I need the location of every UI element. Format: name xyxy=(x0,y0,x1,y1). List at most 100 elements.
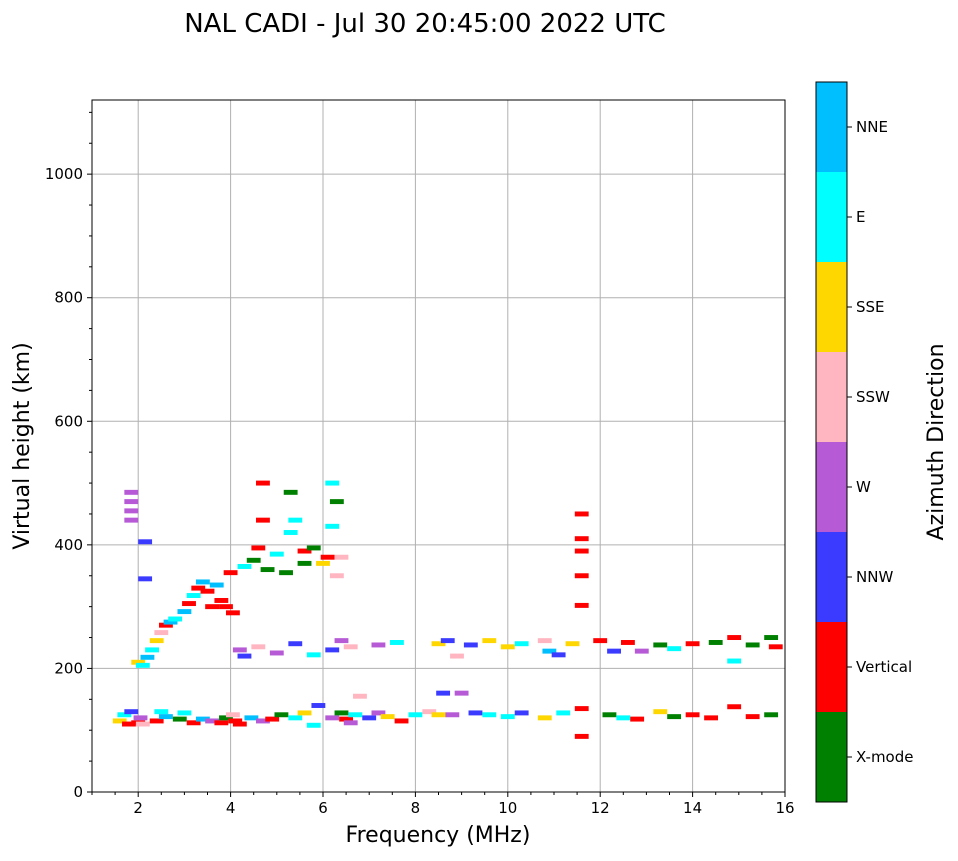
data-point xyxy=(574,573,589,579)
data-point xyxy=(542,648,557,654)
plot-frame xyxy=(91,99,786,793)
data-point xyxy=(205,718,220,724)
data-point xyxy=(124,489,139,495)
data-point xyxy=(117,712,132,718)
data-point xyxy=(325,715,340,721)
data-point xyxy=(112,718,127,724)
x-tick-label: 8 xyxy=(411,799,421,817)
x-tick-label: 2 xyxy=(133,799,143,817)
data-point xyxy=(667,646,682,652)
x-tick-label: 10 xyxy=(498,799,517,817)
data-point xyxy=(232,721,247,727)
data-point xyxy=(279,570,293,576)
data-point xyxy=(149,718,164,724)
data-point xyxy=(325,647,340,653)
data-point xyxy=(468,710,483,716)
data-point xyxy=(764,635,779,641)
colorbar-segment xyxy=(816,442,847,532)
data-point xyxy=(158,714,173,720)
data-point xyxy=(297,710,312,716)
data-point xyxy=(362,715,377,721)
data-point xyxy=(704,715,719,721)
data-point xyxy=(251,644,266,650)
x-axis-ticks: 2 4 6 8 10 12 14 16 xyxy=(91,792,795,817)
y-tick-label: 1000 xyxy=(45,165,83,183)
data-point xyxy=(408,712,423,718)
colorbar-tick-label: E xyxy=(856,208,865,226)
data-point xyxy=(246,557,261,563)
data-point xyxy=(306,652,321,658)
data-point xyxy=(228,718,243,724)
y-tick-label: 0 xyxy=(73,783,83,801)
data-point xyxy=(348,712,363,718)
data-point xyxy=(634,648,649,654)
data-point xyxy=(482,712,497,718)
colorbar-segment xyxy=(816,712,847,802)
data-point xyxy=(158,622,173,628)
chart-title: NAL CADI - Jul 30 20:45:00 2022 UTC xyxy=(184,9,666,39)
data-point xyxy=(186,720,201,726)
data-point xyxy=(574,536,589,542)
colorbar-tick-label: NNW xyxy=(856,568,893,586)
data-point xyxy=(145,647,159,653)
data-point xyxy=(463,642,478,648)
colorbar-segment xyxy=(816,172,847,262)
data-point xyxy=(244,715,259,721)
data-point xyxy=(574,548,589,554)
data-point xyxy=(500,714,515,720)
data-point xyxy=(593,638,608,644)
y-axis-ticks: 0 200 400 600 800 1000 xyxy=(45,111,92,801)
data-point xyxy=(163,619,178,625)
data-point xyxy=(209,582,224,588)
data-point xyxy=(195,579,210,585)
colorbar-frame xyxy=(815,81,848,803)
x-tick-label: 14 xyxy=(683,799,702,817)
y-axis-label: Virtual height (km) xyxy=(10,342,35,549)
data-point xyxy=(311,703,326,708)
data-point xyxy=(191,585,206,591)
data-point xyxy=(260,567,275,573)
data-point xyxy=(256,517,270,523)
data-point xyxy=(565,641,580,647)
data-point xyxy=(556,710,571,716)
data-point xyxy=(620,640,635,645)
data-point xyxy=(745,642,760,648)
data-point xyxy=(124,499,139,505)
colorbar-segment xyxy=(816,82,847,172)
y-tick-label: 800 xyxy=(54,289,83,307)
colorbar-tick-label: SSW xyxy=(856,388,890,406)
data-point xyxy=(225,712,240,718)
x-tick-label: 16 xyxy=(775,799,794,817)
data-point xyxy=(574,706,589,712)
data-point xyxy=(133,715,148,721)
data-point xyxy=(320,554,335,560)
data-point xyxy=(219,604,233,610)
data-point xyxy=(574,733,589,739)
data-point xyxy=(177,710,192,716)
data-point xyxy=(431,641,446,647)
data-point xyxy=(537,638,552,644)
data-point xyxy=(297,548,312,554)
colorbar-tick-label: X-mode xyxy=(856,748,913,766)
data-point xyxy=(514,641,529,647)
data-point xyxy=(727,658,742,664)
data-point xyxy=(172,716,187,722)
colorbar-tick-label: SSE xyxy=(856,298,885,316)
data-point xyxy=(329,499,344,505)
data-point xyxy=(237,653,252,659)
colorbar-label: Azimuth Direction xyxy=(924,343,949,540)
colorbar-segment xyxy=(816,532,847,622)
data-point xyxy=(500,644,515,650)
data-point xyxy=(195,716,210,722)
colorbar-segment xyxy=(816,262,847,352)
data-point xyxy=(135,721,150,727)
y-tick-label: 600 xyxy=(54,412,83,430)
colorbar-tick-label: W xyxy=(856,478,871,496)
data-point xyxy=(343,720,358,726)
data-point xyxy=(149,638,164,644)
x-axis-label: Frequency (MHz) xyxy=(346,823,531,848)
colorbar-tick-label: NNE xyxy=(856,118,888,136)
data-point xyxy=(269,551,284,557)
data-point xyxy=(288,715,303,721)
data-point xyxy=(214,597,229,603)
